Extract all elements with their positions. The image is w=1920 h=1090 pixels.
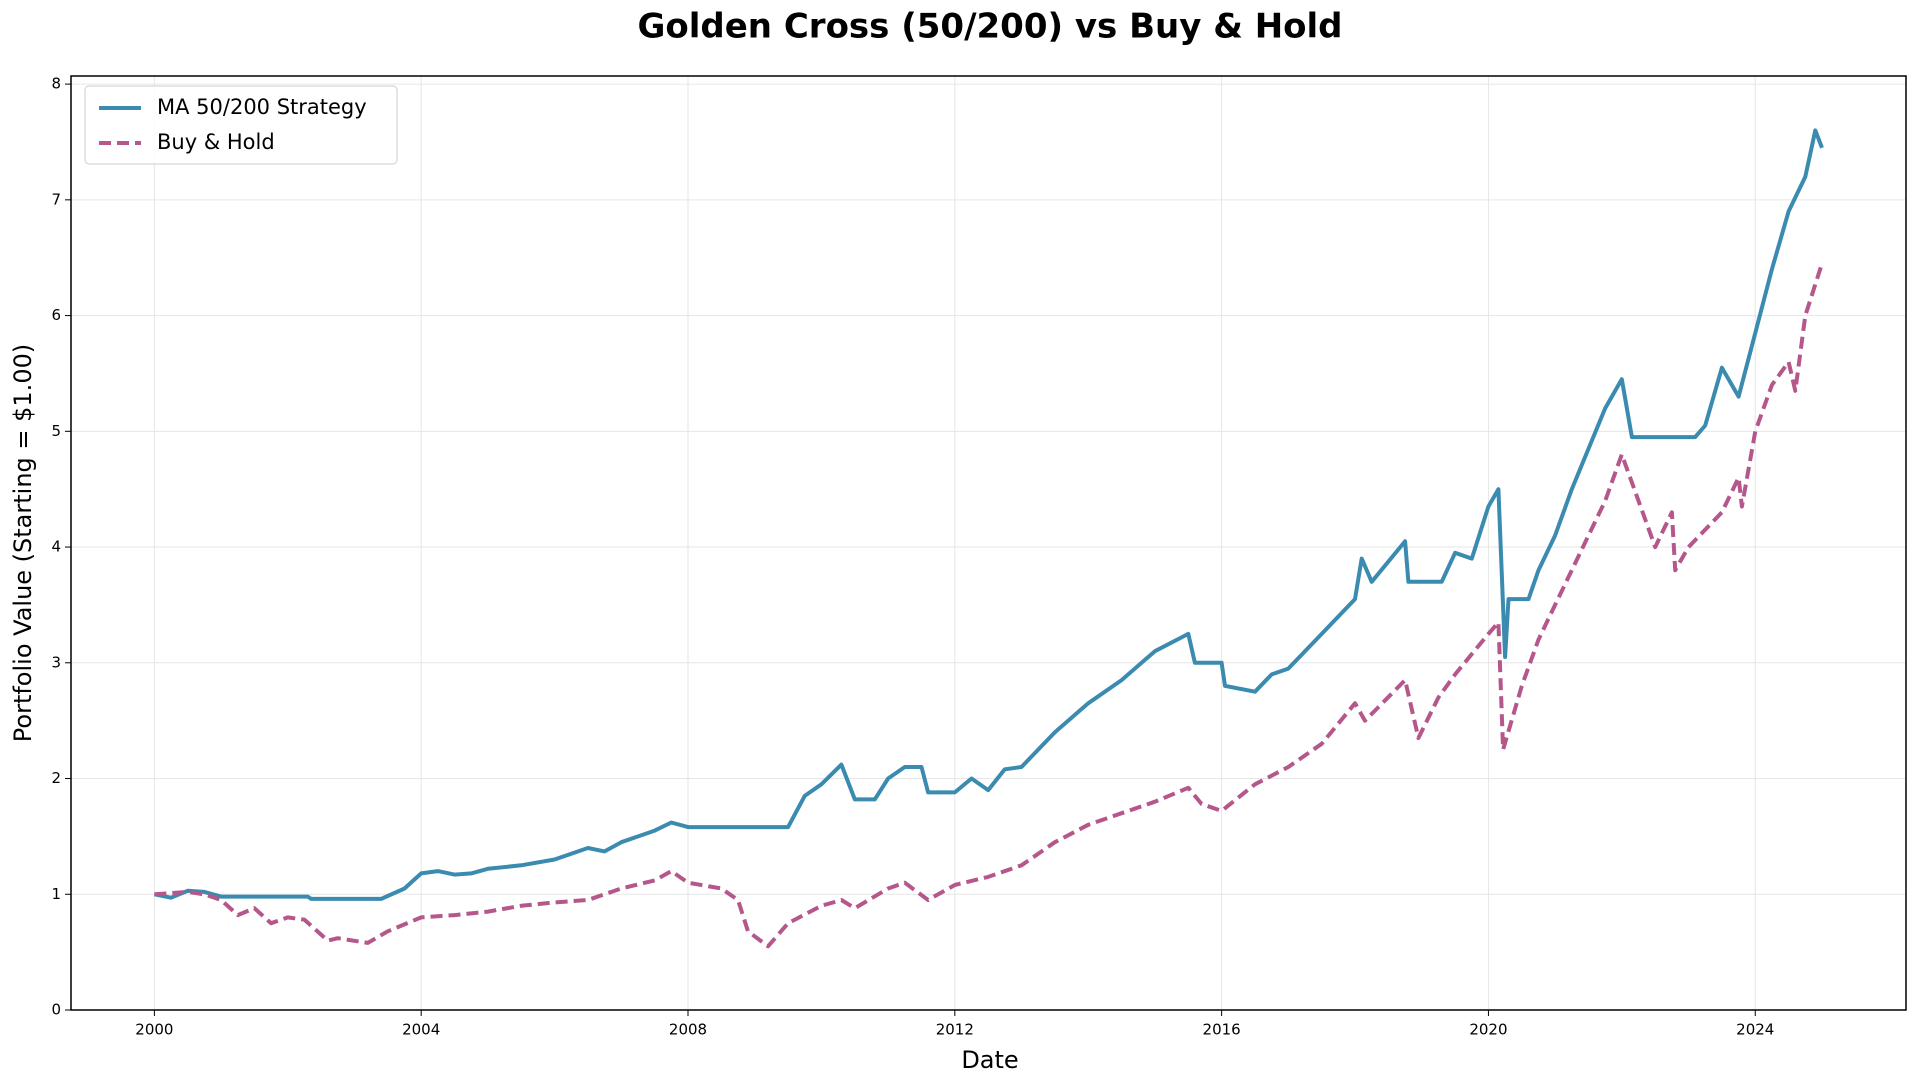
legend-label: MA 50/200 Strategy — [157, 95, 367, 119]
x-tick-label: 2012 — [936, 1021, 974, 1039]
plot-frame — [70, 75, 1907, 1011]
legend-label: Buy & Hold — [157, 130, 275, 154]
y-tick-label: 7 — [51, 190, 61, 208]
y-tick-label: 5 — [51, 422, 61, 440]
x-tick-label: 2016 — [1203, 1021, 1241, 1039]
y-tick-label: 0 — [51, 1001, 61, 1019]
line-series — [154, 262, 1824, 949]
y-tick-label: 3 — [51, 653, 61, 671]
legend-box — [84, 85, 398, 165]
legend: MA 50/200 Strategy Buy & Hold — [84, 85, 398, 165]
y-axis-label: Portfolio Value (Starting = $1.00) — [9, 344, 37, 742]
x-tick-label: 2008 — [669, 1021, 707, 1039]
chart-title: Golden Cross (50/200) vs Buy & Hold — [637, 7, 1342, 47]
y-tick-label: 1 — [51, 885, 61, 903]
x-tick-label: 2024 — [1736, 1021, 1774, 1039]
y-tick-label: 8 — [51, 75, 61, 93]
line-series — [154, 128, 1824, 901]
x-tick-label: 2000 — [135, 1021, 173, 1039]
x-axis-label: Date — [961, 1046, 1018, 1074]
x-tick-label: 2004 — [402, 1021, 440, 1039]
x-tick-label: 2020 — [1469, 1021, 1507, 1039]
y-tick-label: 4 — [51, 538, 61, 556]
y-tick-label: 2 — [51, 769, 61, 787]
y-tick-label: 6 — [51, 306, 61, 324]
